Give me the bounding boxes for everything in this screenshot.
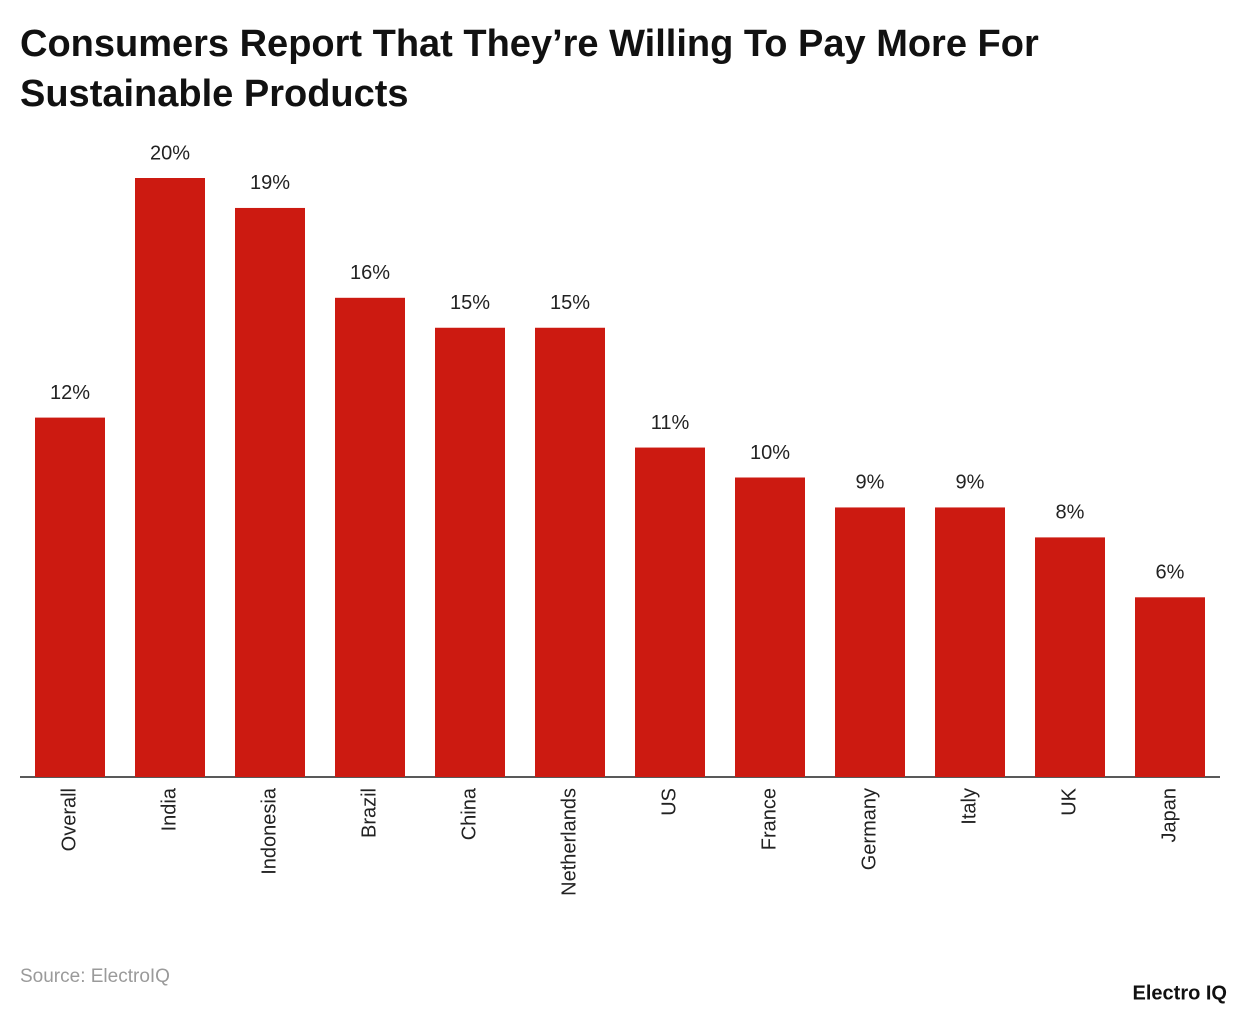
- x-tick-label: India: [158, 787, 180, 831]
- value-label: 9%: [856, 472, 885, 494]
- bar: [935, 507, 1005, 777]
- value-label: 8%: [1056, 502, 1085, 524]
- x-tick-label: US: [658, 788, 680, 816]
- bar: [535, 327, 605, 777]
- value-label: 9%: [956, 472, 985, 494]
- source: Source: ElectroIQ: [20, 966, 170, 987]
- bar: [435, 327, 505, 777]
- x-tick-label: Italy: [958, 788, 980, 825]
- bar: [835, 507, 905, 777]
- chart-title: Sustainable Products: [20, 73, 409, 115]
- value-label: 16%: [350, 262, 390, 284]
- x-tick-label: UK: [1058, 787, 1080, 815]
- value-label: 11%: [651, 412, 690, 434]
- value-label: 12%: [50, 382, 90, 404]
- bar: [235, 207, 305, 777]
- x-tick-label: France: [758, 788, 780, 850]
- value-label: 10%: [750, 442, 790, 464]
- x-tick-label: Netherlands: [558, 788, 580, 896]
- chart-title: Consumers Report That They’re Willing To…: [20, 23, 1039, 65]
- x-tick-label: Germany: [858, 788, 880, 870]
- bar: [135, 178, 205, 777]
- bar: [735, 477, 805, 777]
- bar: [1135, 597, 1205, 777]
- x-tick-label: Japan: [1158, 788, 1180, 843]
- brand: Electro IQ: [1133, 982, 1227, 1004]
- x-tick-label: China: [458, 787, 480, 840]
- value-label: 19%: [250, 172, 290, 194]
- value-label: 15%: [450, 292, 490, 314]
- x-tick-label: Indonesia: [258, 787, 280, 875]
- bar: [35, 417, 105, 777]
- value-label: 6%: [1156, 562, 1185, 584]
- bar: [335, 297, 405, 777]
- value-label: 20%: [150, 142, 190, 164]
- bar: [1035, 537, 1105, 777]
- x-tick-label: Overall: [58, 788, 80, 851]
- value-label: 15%: [550, 292, 590, 314]
- x-tick-label: Brazil: [358, 788, 380, 838]
- bar: [635, 447, 705, 777]
